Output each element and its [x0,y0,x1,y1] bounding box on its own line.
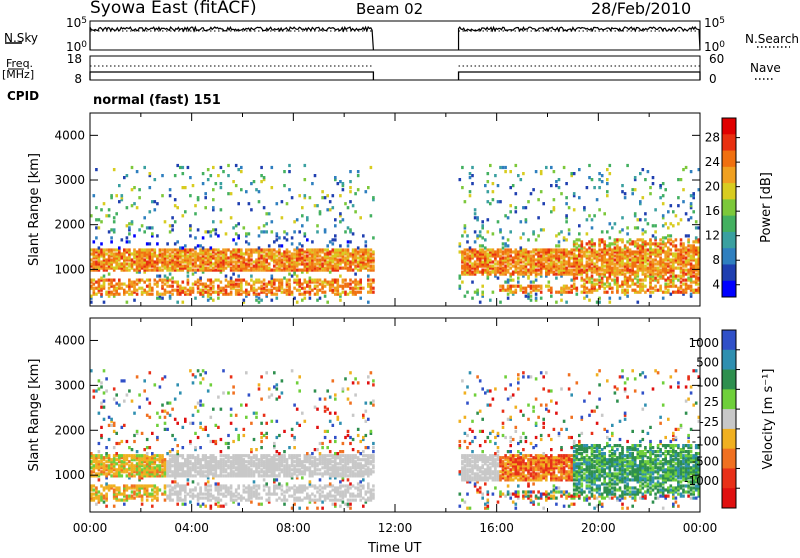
power-colorbar-seg-1 [722,134,736,151]
velocity-ytick-label-1000: 1000 [54,468,85,482]
power-colorbar-title: Power [dB] [759,172,774,243]
nsky-panel-frame [90,21,700,50]
freq-panel-frame [90,56,700,80]
cpid-text: normal (fast) 151 [93,94,221,107]
date-title: 28/Feb/2010 [591,1,691,17]
power-cbar-label-4: 12 [705,229,720,243]
power-cbar-label-6: 4 [712,278,720,292]
nsky-label: N.Sky [4,32,38,44]
vel-cbar-label-1: 500 [696,356,719,370]
xtick-label-5: 20:00 [581,521,616,535]
power-ytick-label-3000: 3000 [54,173,85,187]
velocity-colorbar-seg-1 [722,350,736,370]
power-ylabel: Slant Range [km] [27,153,42,266]
nsky-trace-0 [90,27,373,50]
velocity-colorbar-seg-6 [722,449,736,469]
xtick-label-3: 12:00 [378,521,413,535]
velocity-colorbar-seg-2 [722,370,736,390]
power-colorbar-seg-9 [722,264,736,281]
vel-cbar-label-5: -100 [692,435,719,449]
freq-tick-high: 18 [67,52,82,66]
xtick-label-4: 16:00 [479,521,514,535]
power-cbar-label-2: 20 [705,180,720,194]
nave-tick-high: 60 [709,52,724,66]
power-cbar-label-1: 24 [705,155,720,169]
velocity-ytick-label-2000: 2000 [54,423,85,437]
radar-summary-plot: 1051001051001886001000200030004000Slant … [0,0,800,554]
power-cells [90,164,700,304]
velocity-ytick-label-4000: 4000 [54,333,85,347]
velocity-colorbar-title: Velocity [m s⁻¹] [761,369,776,470]
cpid-label: CPID [7,90,39,102]
xtick-label-2: 08:00 [276,521,311,535]
velocity-colorbar-seg-7 [722,468,736,488]
velocity-colorbar-seg-3 [722,389,736,409]
velocity-colorbar-seg-8 [722,488,736,508]
vel-cbar-label-7: -1000 [684,474,719,488]
power-ytick-label-2000: 2000 [54,218,85,232]
power-colorbar-seg-0 [722,118,736,135]
velocity-colorbar-seg-4 [722,409,736,429]
vel-cbar-label-4: -25 [699,415,719,429]
vel-cbar-label-2: 100 [696,375,719,389]
velocity-ytick-label-3000: 3000 [54,378,85,392]
freq-tick-low: 8 [74,72,82,86]
station-title: Syowa East (fitACF) [90,0,257,17]
velocity-ylabel: Slant Range [km] [27,359,42,472]
power-cbar-label-0: 28 [705,131,720,145]
summary-plot-svg: 1051001051001886001000200030004000Slant … [0,0,800,554]
xtick-label-1: 04:00 [174,521,209,535]
power-colorbar-seg-2 [722,151,736,168]
nsky-tick-high: 105 [66,16,87,30]
power-colorbar-seg-10 [722,281,736,298]
power-ytick-label-4000: 4000 [54,128,85,142]
time-axis-label: Time UT [368,542,421,555]
vel-cbar-label-3: 25 [704,395,719,409]
velocity-colorbar-seg-5 [722,429,736,449]
xtick-label-6: 00:00 [683,521,718,535]
vel-cbar-label-6: -500 [692,454,719,468]
power-colorbar-seg-6 [722,216,736,233]
nsky-trace-1 [459,27,701,50]
power-colorbar-seg-5 [722,199,736,216]
nave-tick-low: 0 [709,72,717,86]
power-cbar-label-3: 16 [705,204,720,218]
velocity-colorbar-seg-0 [722,330,736,350]
nsearch-tick-high: 105 [704,16,725,30]
power-cbar-label-5: 8 [712,253,720,267]
freq-unit-label: [MHz] [2,69,34,80]
freq-trace-1 [459,72,700,80]
xtick-label-0: 00:00 [73,521,108,535]
power-ytick-label-1000: 1000 [54,262,85,276]
power-colorbar-seg-3 [722,167,736,184]
nsearch-label: N.Search [745,33,799,45]
beam-title: Beam 02 [356,2,423,17]
velocity-cells [90,369,700,510]
nave-label: Nave [750,62,781,74]
power-colorbar-seg-8 [722,248,736,265]
vel-cbar-label-0: 1000 [688,336,719,350]
freq-trace-0 [90,72,373,80]
power-colorbar-seg-4 [722,183,736,200]
power-colorbar-seg-7 [722,232,736,249]
